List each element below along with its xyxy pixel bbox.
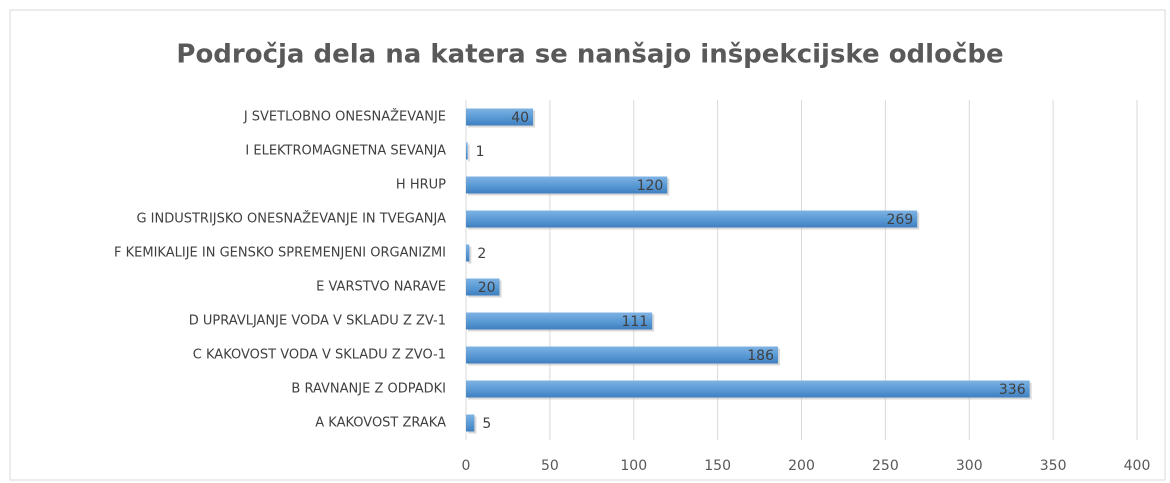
y-tick-label: I ELEKTROMAGNETNA SEVANJA <box>245 144 446 159</box>
bar <box>466 414 475 432</box>
x-tick-label: 350 <box>1040 458 1067 474</box>
x-tick-label: 300 <box>956 458 983 474</box>
x-tick-label: 50 <box>541 458 559 474</box>
y-tick-label: F KEMIKALIJE IN GENSKO SPREMENJENI ORGAN… <box>114 246 446 261</box>
y-tick-label: C KAKOVOST VODA V SKLADU Z ZVO-1 <box>193 348 446 363</box>
y-tick-label: E VARSTVO NARAVE <box>316 280 446 295</box>
bar <box>466 244 470 262</box>
bar <box>466 108 534 126</box>
x-tick-label: 200 <box>788 458 815 474</box>
data-label: 336 <box>999 382 1026 398</box>
data-label: 5 <box>482 416 491 432</box>
x-tick-label: 400 <box>1124 458 1151 474</box>
chart-frame <box>9 9 1166 481</box>
bar <box>466 210 918 228</box>
bar-shadow <box>468 144 470 162</box>
y-tick-label: B RAVNANJE Z ODPADKI <box>291 382 446 397</box>
x-tick-label: 0 <box>462 458 471 474</box>
bar <box>466 312 653 330</box>
y-tick-label: H HRUP <box>396 178 446 193</box>
data-label: 269 <box>887 212 914 228</box>
data-label: 20 <box>478 280 496 296</box>
bar <box>466 176 668 194</box>
data-label: 111 <box>621 314 648 330</box>
x-tick-label: 250 <box>872 458 899 474</box>
x-tick-label: 100 <box>620 458 647 474</box>
data-label: 186 <box>747 348 774 364</box>
y-tick-label: G INDUSTRIJSKO ONESNAŽEVANJE IN TVEGANJA <box>136 211 446 227</box>
bar <box>466 380 1030 398</box>
chart-title: Področja dela na katera se nanšajo inšpe… <box>176 40 1003 70</box>
data-label: 40 <box>511 110 529 126</box>
y-tick-label: A KAKOVOST ZRAKA <box>315 416 446 431</box>
bar <box>466 346 779 364</box>
x-tick-label: 150 <box>704 458 731 474</box>
data-label: 120 <box>637 178 664 194</box>
bar <box>466 278 500 296</box>
bar <box>466 142 468 160</box>
y-tick-label: J SVETLOBNO ONESNAŽEVANJE <box>243 109 446 125</box>
y-tick-label: D UPRAVLJANJE VODA V SKLADU Z ZV-1 <box>189 314 446 329</box>
data-label: 1 <box>476 144 485 160</box>
bar-shadow <box>468 246 472 264</box>
data-label: 2 <box>477 246 486 262</box>
